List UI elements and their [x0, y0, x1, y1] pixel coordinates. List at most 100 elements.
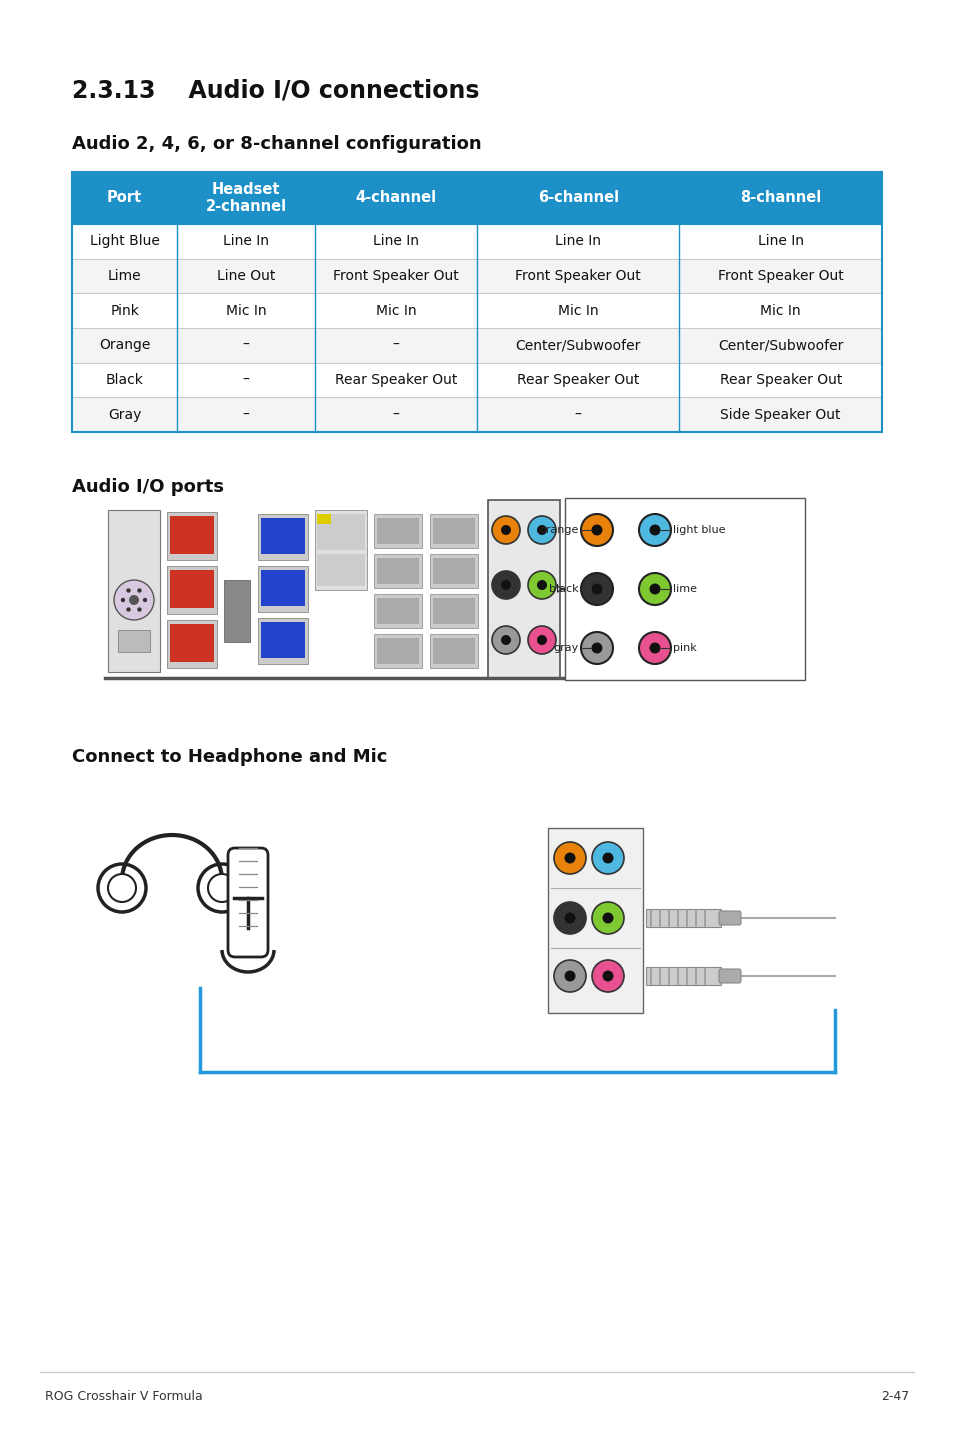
Text: lime: lime — [672, 584, 697, 594]
Text: Line In: Line In — [757, 234, 803, 249]
Bar — [118, 630, 150, 651]
Bar — [433, 638, 475, 664]
Bar — [257, 618, 308, 664]
Circle shape — [500, 636, 511, 646]
Text: Black: Black — [106, 372, 144, 387]
Circle shape — [564, 853, 575, 863]
Circle shape — [500, 580, 511, 590]
Circle shape — [137, 607, 142, 611]
Circle shape — [108, 874, 136, 902]
Circle shape — [527, 516, 556, 544]
Bar — [71, 362, 882, 397]
Circle shape — [649, 643, 659, 653]
Circle shape — [602, 913, 613, 923]
Bar — [430, 554, 477, 588]
Bar — [71, 224, 882, 259]
Text: Gray: Gray — [108, 407, 141, 421]
Circle shape — [492, 571, 519, 600]
Text: orange: orange — [539, 525, 578, 535]
FancyBboxPatch shape — [228, 848, 268, 958]
Circle shape — [129, 595, 139, 605]
Bar — [430, 594, 477, 628]
Circle shape — [121, 598, 125, 603]
Bar — [314, 510, 367, 590]
Circle shape — [527, 626, 556, 654]
Text: –: – — [392, 407, 399, 421]
Bar — [170, 624, 213, 661]
Bar — [261, 623, 305, 659]
Bar — [374, 513, 421, 548]
Bar — [71, 173, 882, 431]
Circle shape — [500, 525, 511, 535]
Text: Port: Port — [107, 190, 142, 206]
Bar — [71, 259, 882, 293]
Text: –: – — [242, 407, 250, 421]
Circle shape — [591, 525, 602, 535]
Text: –: – — [575, 407, 581, 421]
Text: ROG Crosshair V Formula: ROG Crosshair V Formula — [45, 1391, 203, 1403]
Circle shape — [98, 864, 146, 912]
Bar — [316, 513, 365, 549]
Bar — [374, 594, 421, 628]
Text: Headset
2-channel: Headset 2-channel — [206, 181, 287, 214]
Text: Connect to Headphone and Mic: Connect to Headphone and Mic — [71, 748, 387, 766]
Bar — [167, 567, 216, 614]
Circle shape — [639, 572, 670, 605]
Circle shape — [564, 913, 575, 923]
Text: Rear Speaker Out: Rear Speaker Out — [517, 372, 639, 387]
Text: Mic In: Mic In — [558, 303, 598, 318]
Circle shape — [580, 572, 613, 605]
Text: Light Blue: Light Blue — [90, 234, 159, 249]
Bar — [167, 512, 216, 559]
Circle shape — [554, 843, 585, 874]
Text: Mic In: Mic In — [375, 303, 416, 318]
Bar — [71, 293, 882, 328]
Text: Front Speaker Out: Front Speaker Out — [717, 269, 842, 283]
Bar — [316, 513, 331, 523]
Bar — [374, 634, 421, 669]
Text: Rear Speaker Out: Rear Speaker Out — [335, 372, 456, 387]
Text: black: black — [549, 584, 578, 594]
Circle shape — [492, 626, 519, 654]
Bar — [167, 620, 216, 669]
Circle shape — [602, 853, 613, 863]
Bar — [316, 554, 365, 587]
Circle shape — [537, 636, 546, 646]
Text: 2-47: 2-47 — [880, 1391, 908, 1403]
Bar — [261, 569, 305, 605]
Bar — [430, 634, 477, 669]
Text: Lime: Lime — [108, 269, 141, 283]
Circle shape — [537, 580, 546, 590]
Bar — [430, 513, 477, 548]
Circle shape — [591, 584, 602, 594]
Circle shape — [580, 631, 613, 664]
Bar — [376, 598, 418, 624]
Circle shape — [591, 643, 602, 653]
Text: 8-channel: 8-channel — [740, 190, 821, 206]
Bar — [645, 966, 720, 985]
Circle shape — [649, 525, 659, 535]
Text: Orange: Orange — [99, 338, 151, 352]
Bar — [71, 328, 882, 362]
FancyBboxPatch shape — [719, 969, 740, 984]
Circle shape — [580, 513, 613, 546]
Circle shape — [592, 843, 623, 874]
Text: –: – — [242, 372, 250, 387]
Text: Center/Subwoofer: Center/Subwoofer — [515, 338, 640, 352]
Circle shape — [113, 580, 153, 620]
Bar — [433, 558, 475, 584]
Bar — [433, 518, 475, 544]
Bar — [564, 498, 804, 680]
FancyBboxPatch shape — [719, 912, 740, 925]
Bar — [433, 598, 475, 624]
Bar — [170, 516, 213, 554]
Bar — [261, 518, 305, 554]
Bar — [170, 569, 213, 608]
Text: Center/Subwoofer: Center/Subwoofer — [718, 338, 842, 352]
Circle shape — [527, 571, 556, 600]
Text: Line In: Line In — [373, 234, 418, 249]
Text: Mic In: Mic In — [760, 303, 801, 318]
Text: Front Speaker Out: Front Speaker Out — [515, 269, 640, 283]
Circle shape — [126, 607, 131, 611]
Bar — [376, 518, 418, 544]
